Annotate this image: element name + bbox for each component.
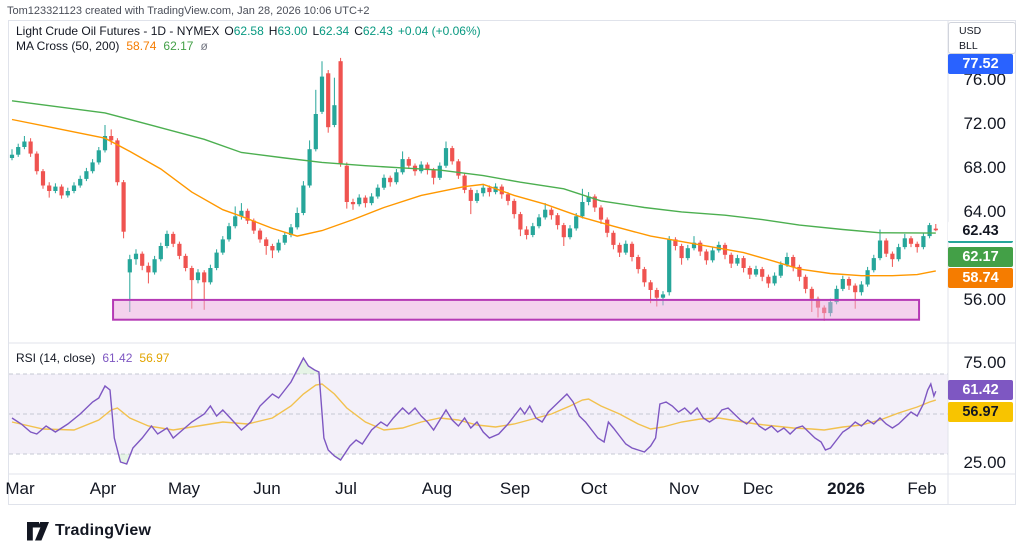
ohlc-key: L xyxy=(312,24,320,38)
high-level-badge: 77.52 xyxy=(948,54,1013,74)
chart-widget xyxy=(8,20,1016,505)
time-tick-dec: Dec xyxy=(742,479,774,498)
ma50-badge: 58.74 xyxy=(948,268,1013,288)
time-tick-jul: Jul xyxy=(335,479,357,498)
time-tick-nov: Nov xyxy=(668,479,700,498)
rsi-line xyxy=(11,356,937,465)
tradingview-logo-icon xyxy=(27,521,49,540)
ma-settings-icon[interactable]: ø xyxy=(200,39,208,53)
rsi-legend: RSI (14, close) 61.42 56.97 xyxy=(16,351,169,365)
price-tick-label: 64.00 xyxy=(963,202,1006,221)
price-tick-label: 56.00 xyxy=(963,290,1006,309)
time-tick-apr: Apr xyxy=(89,479,117,498)
ohlc-key: H xyxy=(268,24,278,38)
unit-selector[interactable]: USD BLL xyxy=(948,22,1016,54)
tradingview-attribution: TradingView xyxy=(27,519,151,543)
chart-svg[interactable] xyxy=(9,21,1015,504)
rsi-band xyxy=(9,373,948,455)
symbol-legend: Light Crude Oil Futures - 1D - NYMEX O62.… xyxy=(16,24,481,38)
symbol-title: Light Crude Oil Futures - 1D - NYMEX xyxy=(16,24,220,38)
watermark: Tom123321123 created with TradingView.co… xyxy=(7,5,370,17)
ma-cross-legend: MA Cross (50, 200) 58.74 62.17 ø xyxy=(16,39,208,53)
ohlc-value: 62.34 xyxy=(319,24,350,38)
time-tick-feb: Feb xyxy=(907,479,937,498)
ma200-line xyxy=(11,100,936,234)
last-price-badge: 62.43 xyxy=(948,221,1013,243)
ohlc-values: O62.58 H63.00 L62.34 C62.43 xyxy=(219,24,393,38)
time-tick-2026: 2026 xyxy=(827,479,865,498)
price-tick-label: 76.00 xyxy=(963,70,1006,89)
time-tick-sep: Sep xyxy=(499,479,531,498)
tradingview-brand-text: TradingView xyxy=(55,522,152,539)
ma50-value: 58.74 xyxy=(126,39,157,53)
ohlc-value: 62.43 xyxy=(362,24,393,38)
ohlc-value: 63.00 xyxy=(277,24,308,38)
ma-cross-label: MA Cross (50, 200) xyxy=(16,39,120,53)
time-tick-aug: Aug xyxy=(421,479,453,498)
rsi-label: RSI (14, close) xyxy=(16,351,96,365)
time-tick-jun: Jun xyxy=(253,479,281,498)
unit-label: BLL xyxy=(959,40,978,52)
ma200-value: 62.17 xyxy=(163,39,194,53)
ma200-badge: 62.17 xyxy=(948,247,1013,267)
rsi-ma-value-badge: 56.97 xyxy=(948,402,1013,422)
rsi-tick-label: 25.00 xyxy=(963,453,1006,472)
time-tick-may: May xyxy=(167,479,201,498)
price-tick-label: 68.00 xyxy=(963,158,1006,177)
support-zone[interactable] xyxy=(112,298,921,321)
rsi-ma-value: 56.97 xyxy=(139,351,170,365)
rsi-value: 61.42 xyxy=(102,351,133,365)
time-tick-oct: Oct xyxy=(580,479,608,498)
time-tick-mar: Mar xyxy=(5,479,35,498)
ohlc-key: C xyxy=(354,24,363,38)
rsi-extreme-fill xyxy=(295,358,320,374)
ohlc-value: 62.58 xyxy=(233,24,264,38)
ma50-line xyxy=(11,118,936,277)
change-value: +0.04 (+0.06%) xyxy=(397,24,481,38)
currency-label: USD xyxy=(959,25,982,37)
rsi-value-badge: 61.42 xyxy=(948,380,1013,400)
rsi-tick-label: 75.00 xyxy=(963,353,1006,372)
candles xyxy=(9,57,938,321)
price-tick-label: 72.00 xyxy=(963,114,1006,133)
ohlc-key: O xyxy=(224,24,234,38)
